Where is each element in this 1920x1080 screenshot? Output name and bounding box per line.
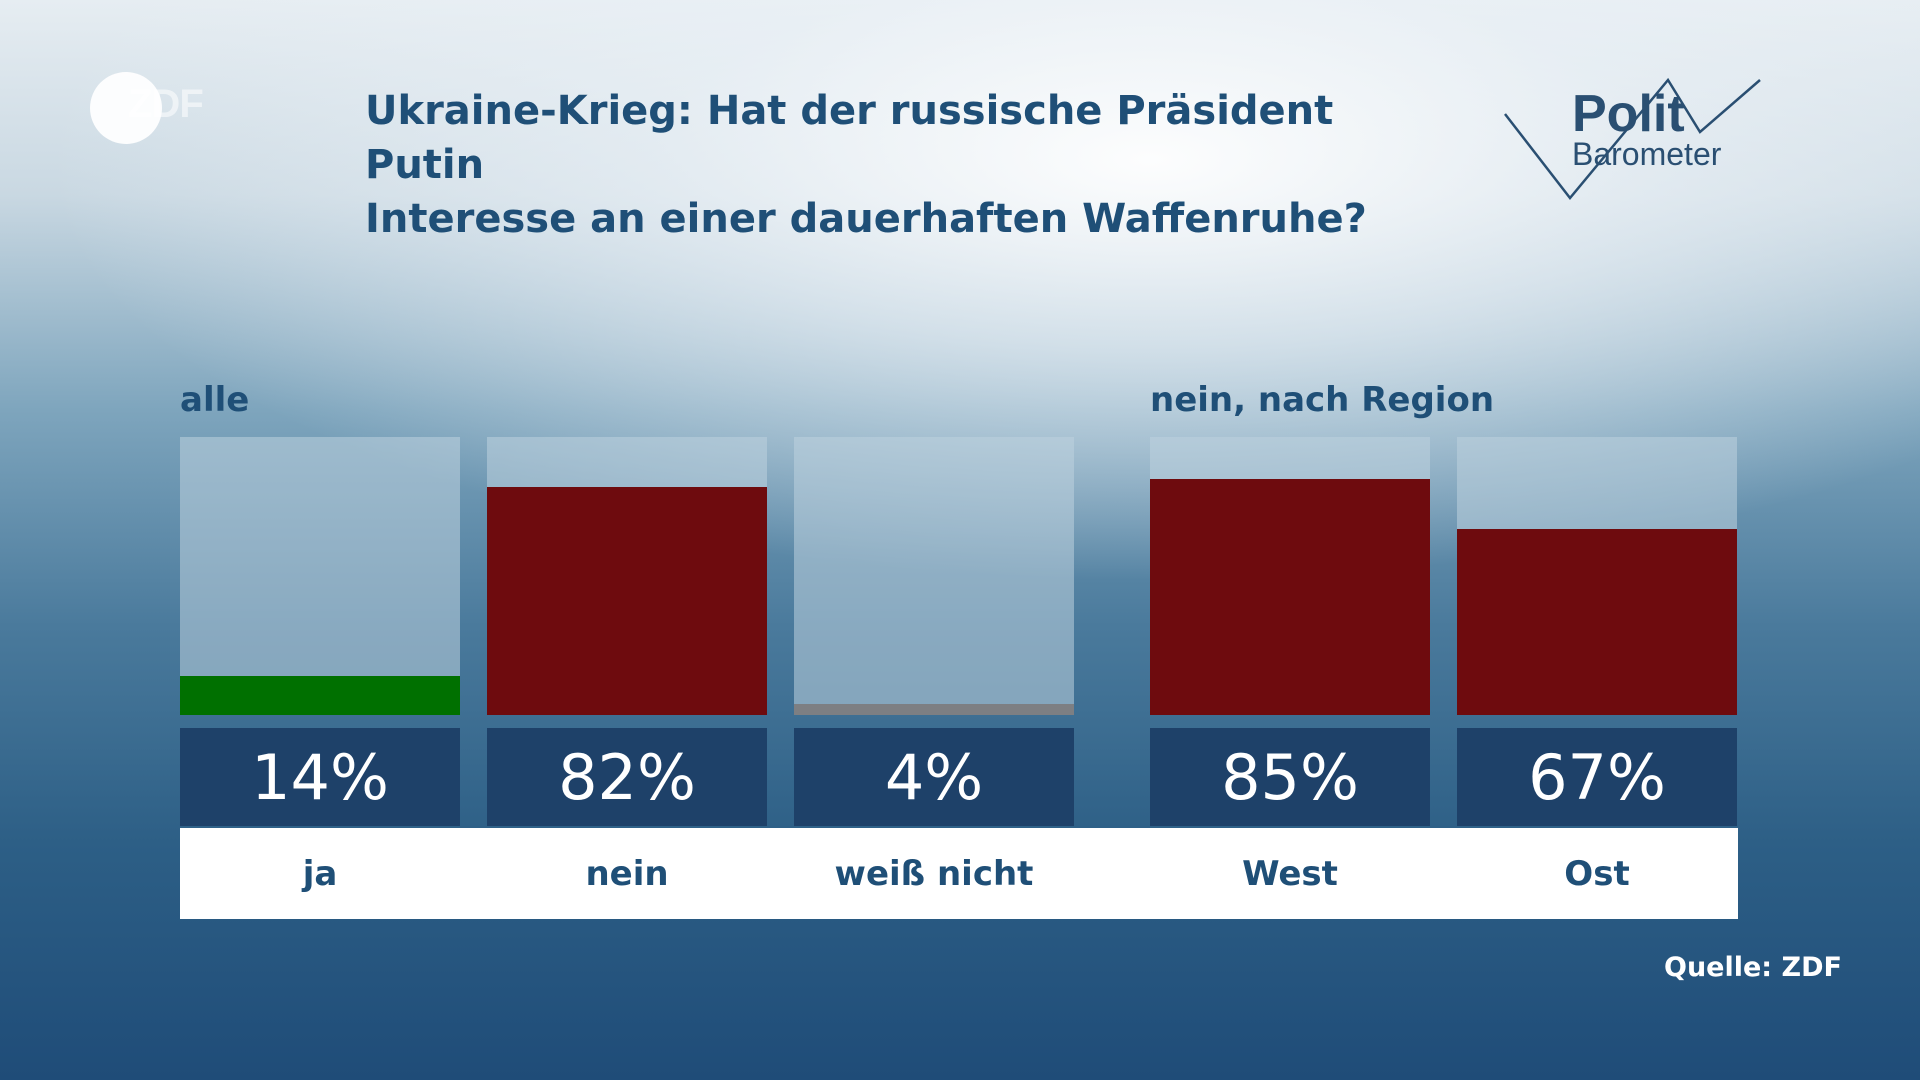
bar-track-ost	[1457, 437, 1737, 715]
value-label-weiss-nicht: 4%	[794, 728, 1074, 826]
bar-track-west	[1150, 437, 1430, 715]
chart-title-line-2: Interesse an einer dauerhaften Waffenruh…	[365, 196, 1367, 242]
bar-west	[1150, 479, 1430, 715]
category-label-strip	[180, 828, 1738, 919]
bar-nein	[487, 487, 767, 715]
bar-weiss-nicht	[794, 704, 1074, 715]
category-label-weiss-nicht: weiß nicht	[834, 853, 1034, 894]
zdf-logo-text: ZDF	[128, 82, 204, 126]
bar-track-ja	[180, 437, 460, 715]
bar-ja	[180, 676, 460, 715]
politbarometer-logo: Polit Barometer	[1500, 72, 1800, 212]
value-label-ost: 67%	[1457, 728, 1737, 826]
category-label-nein: nein	[585, 853, 669, 894]
category-label-ja: ja	[302, 853, 338, 894]
chart-title-line-1: Ukraine-Krieg: Hat der russische Präside…	[365, 88, 1334, 188]
value-label-west: 85%	[1150, 728, 1430, 826]
politbarometer-polit: Polit	[1572, 85, 1685, 143]
value-label-ja: 14%	[180, 728, 460, 826]
chart-title: Ukraine-Krieg: Hat der russische Präside…	[365, 84, 1465, 246]
category-label-west: West	[1242, 853, 1338, 894]
bar-track-nein	[487, 437, 767, 715]
bar-track-weiss-nicht	[794, 437, 1074, 715]
category-label-ost: Ost	[1564, 853, 1630, 894]
bar-ost	[1457, 529, 1737, 715]
zdf-logo-circle	[90, 72, 162, 144]
politbarometer-zigzag-icon	[1504, 77, 1761, 200]
group-label-region: nein, nach Region	[1150, 380, 1495, 420]
source-note: Quelle: ZDF	[1664, 952, 1842, 983]
zdf-logo: ZDF	[90, 72, 230, 144]
value-label-nein: 82%	[487, 728, 767, 826]
group-label-alle: alle	[180, 380, 250, 420]
politbarometer-barometer: Barometer	[1572, 136, 1722, 172]
